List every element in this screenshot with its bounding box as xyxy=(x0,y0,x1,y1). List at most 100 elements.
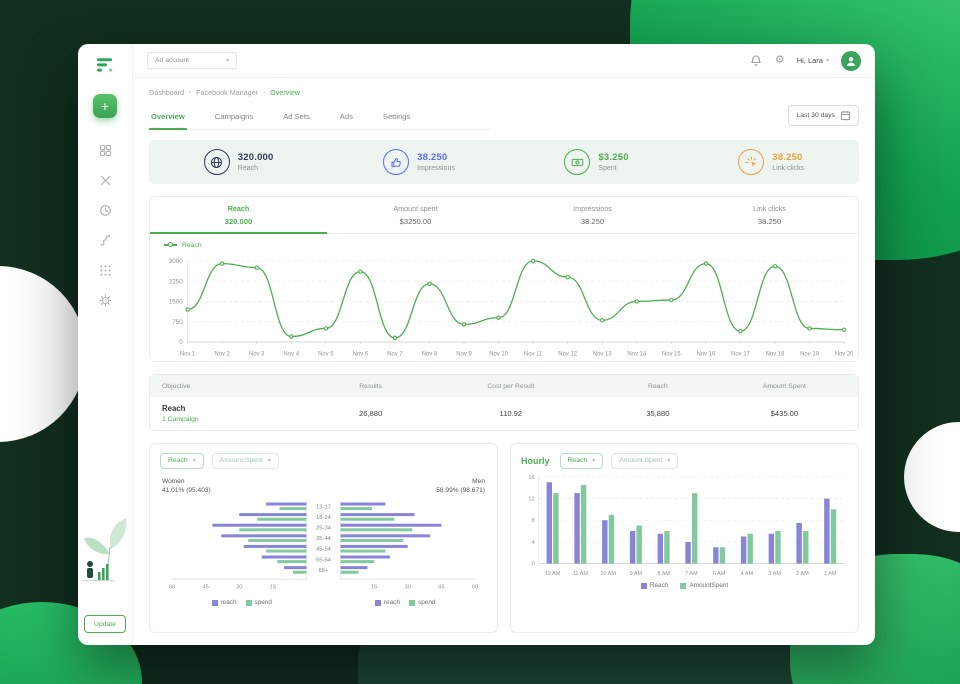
breadcrumb-dashboard[interactable]: Dashboard xyxy=(149,88,185,97)
svg-text:1500: 1500 xyxy=(169,298,183,305)
hourly-metric-select-amount-spent[interactable]: Amount Spent ▾ xyxy=(611,452,679,469)
tab-ad-sets[interactable]: Ad Sets xyxy=(283,112,310,121)
person-icon xyxy=(846,56,856,66)
legend-item-spend[interactable]: spend xyxy=(409,599,435,606)
pill-label: Amount Spent xyxy=(619,457,663,465)
legend-item-reach[interactable]: reach xyxy=(211,599,237,606)
tab-ads[interactable]: Ads xyxy=(339,112,353,121)
ad-account-select[interactable]: Ad account ▾ xyxy=(147,52,237,69)
user-menu[interactable]: Hi, Lara ▾ xyxy=(797,56,829,65)
demographics-metric-select-amount-spent[interactable]: Amount Spent ▾ xyxy=(211,452,279,469)
sidebar-item-settings[interactable] xyxy=(98,294,112,307)
stat-impressions: 38.250 Impressions xyxy=(383,149,455,175)
plant-illustration xyxy=(80,503,138,595)
legend-item-amount-spent[interactable]: AmountSpent xyxy=(680,582,728,589)
campaign-table: Objective Results Cost per Result Reach … xyxy=(149,374,859,431)
breadcrumb: Dashboard › Facebook Manager › Overview xyxy=(133,78,875,99)
col-cost-per-result: Cost per Result xyxy=(487,382,535,390)
legend-item-spend[interactable]: spend xyxy=(245,599,272,606)
metric-tab-value: 320.000 xyxy=(224,216,253,226)
legend-line-swatch xyxy=(164,242,177,247)
stat-label: Link clicks xyxy=(772,165,805,173)
legend-swatch xyxy=(640,582,647,589)
legend-item-reach[interactable]: Reach xyxy=(640,582,668,589)
metric-tab-amount-spent[interactable]: Amount spent $3250.00 xyxy=(327,197,504,232)
legend-group-men: reach spend xyxy=(375,599,435,606)
sidebar: + xyxy=(78,44,133,645)
add-button[interactable]: + xyxy=(93,94,117,118)
svg-text:Nov 2: Nov 2 xyxy=(214,351,229,357)
apps-grid-icon xyxy=(99,265,111,276)
metric-tab-label: Impressions xyxy=(573,204,612,213)
sidebar-item-history[interactable] xyxy=(99,204,112,217)
hourly-metric-select-reach[interactable]: Reach ▾ xyxy=(559,452,604,469)
tab-campaigns[interactable]: Campaigns xyxy=(214,112,254,121)
svg-text:35-44: 35-44 xyxy=(316,536,332,542)
date-range-button[interactable]: Last 30 days xyxy=(788,105,859,126)
greeting-text: Hi, Lara xyxy=(796,56,823,65)
svg-text:2250: 2250 xyxy=(169,278,183,285)
tab-overview[interactable]: Overview xyxy=(149,108,187,130)
col-amount-spent: Amount Spent xyxy=(762,382,806,390)
svg-text:25-34: 25-34 xyxy=(316,525,332,531)
bell-icon xyxy=(750,54,762,66)
svg-text:Nov 17: Nov 17 xyxy=(731,351,750,357)
metric-tab-value: 38.250 xyxy=(757,216,782,226)
svg-text:Nov 10: Nov 10 xyxy=(489,351,508,357)
chevron-down-icon: ▾ xyxy=(825,58,829,64)
kpi-bar: 320.000 Reach 38.250 Impressions xyxy=(149,140,859,184)
update-button[interactable]: Update xyxy=(84,615,126,633)
metric-tab-impressions[interactable]: Impressions 38.250 xyxy=(504,197,681,232)
svg-text:1 AM: 1 AM xyxy=(824,571,837,577)
sidebar-item-campaigns[interactable] xyxy=(99,174,112,187)
legend-group-women: reach spend xyxy=(211,599,272,606)
history-clock-icon xyxy=(99,205,111,216)
sidebar-item-dashboard[interactable] xyxy=(99,144,112,157)
breadcrumb-overview[interactable]: Overview xyxy=(270,88,301,97)
table-row[interactable]: Reach 1 Campaign 26,880 110.92 35,880 $4… xyxy=(150,397,858,430)
tab-settings[interactable]: Settings xyxy=(382,112,411,121)
stat-label: Reach xyxy=(237,165,259,173)
hourly-legend: Reach AmountSpent xyxy=(521,582,848,589)
metric-tab-link-clicks[interactable]: Link clicks 38.250 xyxy=(681,197,858,232)
sidebar-item-flows[interactable] xyxy=(99,234,112,247)
svg-text:8: 8 xyxy=(532,518,536,524)
svg-text:65+: 65+ xyxy=(319,568,329,574)
svg-text:Nov 5: Nov 5 xyxy=(318,351,334,357)
legend-swatch xyxy=(211,599,218,606)
chevron-down-icon: ▾ xyxy=(192,458,196,465)
legend-label: spend xyxy=(418,599,436,607)
bottom-cards: Reach ▾ Amount Spent ▾ Women 41.01% (95.… xyxy=(149,442,859,633)
svg-text:Nov 9: Nov 9 xyxy=(456,351,472,357)
metric-tab-reach[interactable]: Reach 320.000 xyxy=(150,197,327,234)
hourly-card: Hourly Reach ▾ Amount Spent ▾ 0 4 8 12 16 12 … xyxy=(510,442,859,633)
ad-account-label: Ad account xyxy=(155,57,190,64)
sidebar-nav xyxy=(98,144,112,307)
svg-text:0: 0 xyxy=(179,339,183,346)
women-share: 41.01% (95.403) xyxy=(162,487,211,495)
cell-campaign-link[interactable]: 1 Campaign xyxy=(162,415,199,423)
sidebar-item-apps[interactable] xyxy=(99,264,112,277)
svg-text:15: 15 xyxy=(371,584,377,590)
thumbs-up-icon xyxy=(383,149,410,175)
svg-text:60: 60 xyxy=(169,584,175,590)
money-icon xyxy=(564,149,591,175)
cell-amount-spent: $435.00 xyxy=(770,409,799,418)
link-click-icon xyxy=(738,149,765,175)
settings-button[interactable]: ⚙ xyxy=(775,55,785,66)
svg-text:4 AM: 4 AM xyxy=(741,571,754,577)
legend-label: reach xyxy=(384,599,401,607)
flow-route-icon xyxy=(100,235,110,246)
svg-text:Nov 4: Nov 4 xyxy=(284,351,300,357)
page-tabs: Overview Campaigns Ad Sets Ads Settings xyxy=(149,108,490,130)
demographics-filters: Reach ▾ Amount Spent ▾ xyxy=(160,452,487,469)
pill-label: Reach xyxy=(168,457,188,465)
chevron-down-icon: ▾ xyxy=(267,458,271,465)
legend-item-reach[interactable]: reach xyxy=(375,599,400,606)
stat-label: Impressions xyxy=(417,165,455,173)
stat-value: 320.000 xyxy=(237,151,274,163)
demographics-metric-select-reach[interactable]: Reach ▾ xyxy=(160,452,204,469)
notifications-button[interactable] xyxy=(749,54,763,68)
breadcrumb-facebook-manager[interactable]: Facebook Manager xyxy=(196,88,259,97)
avatar[interactable] xyxy=(841,50,861,71)
